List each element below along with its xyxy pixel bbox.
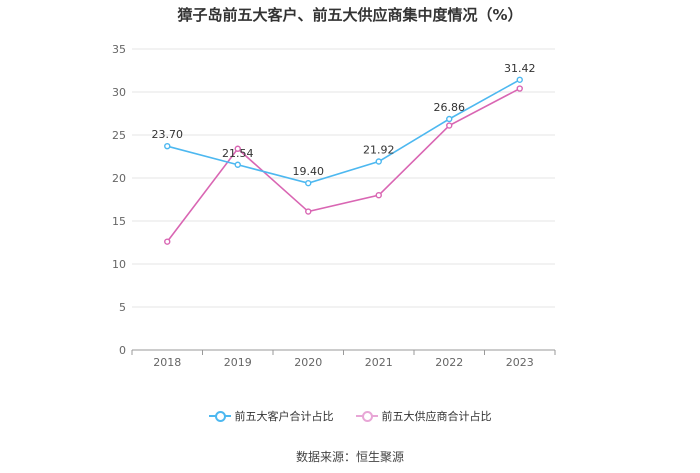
data-point-1-2022 xyxy=(446,122,453,129)
data-point-0-2019 xyxy=(234,161,241,168)
data-point-0-2018 xyxy=(164,142,171,150)
data-source-note: 数据来源：恒生聚源 xyxy=(295,450,404,464)
data-point-0-2022 xyxy=(446,115,453,123)
data-label-2018: 23.70 xyxy=(152,128,184,141)
x-tick-label-2018: 2018 xyxy=(153,356,181,369)
legend-suppliers-marker xyxy=(355,410,378,422)
legend-suppliers-label: 前五大供应商合计占比 xyxy=(381,410,492,423)
data-label-2019: 21.54 xyxy=(222,147,254,160)
y-tick-label-35: 35 xyxy=(112,43,126,56)
chart-title: 獐子岛前五大客户、前五大供应商集中度情况（%） xyxy=(177,6,523,24)
legend-customers-label: 前五大客户合计占比 xyxy=(234,410,334,423)
x-tick-label-2020: 2020 xyxy=(294,356,322,369)
y-tick-label-10: 10 xyxy=(112,258,126,271)
data-point-1-2018 xyxy=(164,238,171,245)
x-tick-label-2019: 2019 xyxy=(224,356,252,369)
y-tick-label-20: 20 xyxy=(112,172,126,185)
legend: 前五大客户合计占比 前五大供应商合计占比 xyxy=(0,408,700,424)
gridlines xyxy=(132,48,555,308)
y-tick-label-25: 25 xyxy=(112,129,126,142)
data-point-1-2020 xyxy=(305,208,312,215)
data-labels: 23.70 21.54 19.40 21.92 26.86 31.42 xyxy=(152,62,536,178)
data-label-2023: 31.42 xyxy=(504,62,536,75)
x-tick-label-2021: 2021 xyxy=(365,356,393,369)
data-point-0-2023 xyxy=(516,76,523,83)
legend-customers-marker xyxy=(208,410,231,422)
data-point-1-2019 xyxy=(234,145,241,152)
data-label-2021: 21.92 xyxy=(363,143,395,156)
y-tick-label-0: 0 xyxy=(119,344,126,357)
axes: 0 5 10 15 20 25 30 35 2018 2019 2020 2021 2022 2023 xyxy=(112,43,556,369)
y-tick-label-15: 15 xyxy=(112,215,126,228)
data-point-0-2021 xyxy=(375,158,382,165)
y-tick-label-30: 30 xyxy=(112,86,126,99)
data-point-1-2021 xyxy=(375,191,382,199)
x-tick-label-2022: 2022 xyxy=(435,356,463,369)
series-line-1 xyxy=(166,87,521,243)
data-label-2022: 26.86 xyxy=(434,101,466,114)
legend-item-customers[interactable]: 前五大客户合计占比 xyxy=(208,408,334,424)
series-lines xyxy=(164,76,523,245)
y-tick-label-5: 5 xyxy=(119,301,126,314)
data-point-1-2023 xyxy=(516,85,523,92)
series-line-0 xyxy=(167,79,521,184)
data-point-0-2020 xyxy=(305,179,312,187)
legend-item-suppliers[interactable]: 前五大供应商合计占比 xyxy=(355,408,492,424)
x-tick-label-2023: 2023 xyxy=(506,356,534,369)
data-label-2020: 19.40 xyxy=(293,165,325,178)
